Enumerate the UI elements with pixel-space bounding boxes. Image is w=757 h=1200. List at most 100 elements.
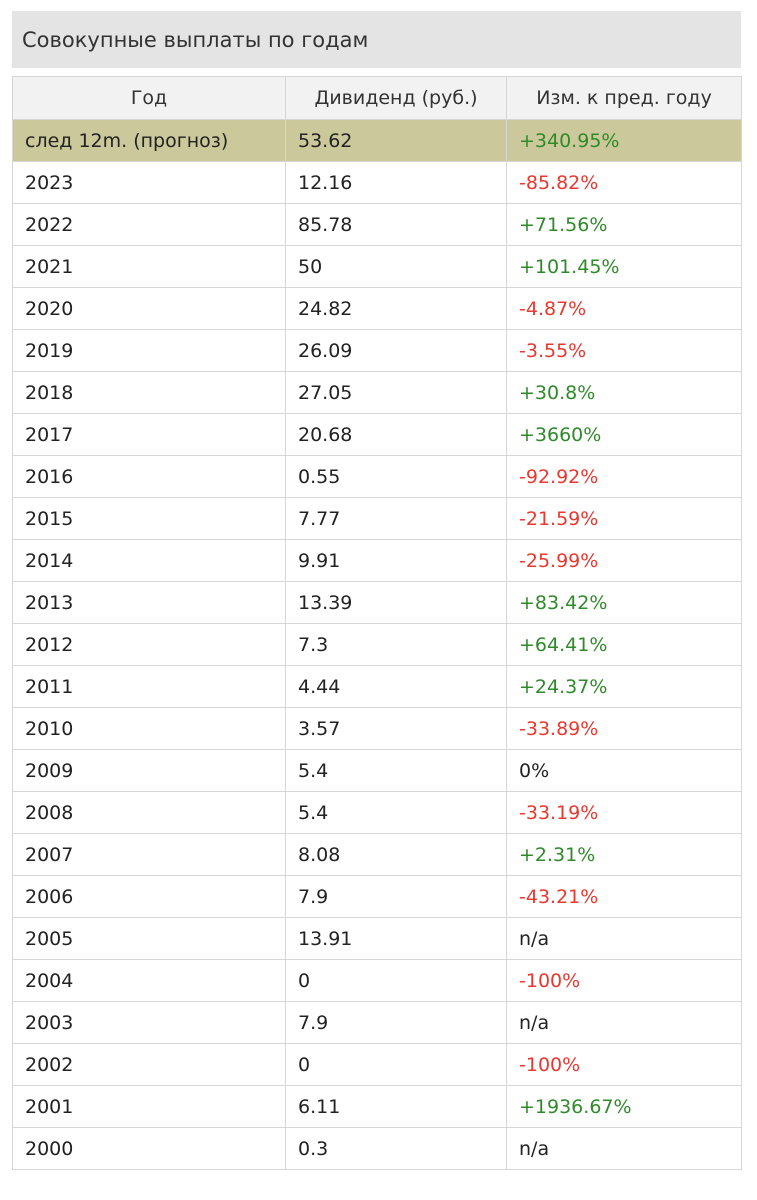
cell-dividend: 7.9 [285, 1001, 507, 1044]
table-row: 2021 50 +101.45% [12, 245, 742, 288]
cell-year: 2007 [12, 833, 286, 876]
cell-change: +1936.67% [506, 1085, 742, 1128]
table-row: 2004 0 -100% [12, 959, 742, 1002]
cell-change: -33.89% [506, 707, 742, 750]
table-row: 2018 27.05 +30.8% [12, 371, 742, 414]
table-row: 2002 0 -100% [12, 1043, 742, 1086]
cell-dividend: 12.16 [285, 161, 507, 204]
cell-dividend: 0 [285, 1043, 507, 1086]
table-row: 2017 20.68 +3660% [12, 413, 742, 456]
cell-dividend: 8.08 [285, 833, 507, 876]
cell-dividend: 0.55 [285, 455, 507, 498]
header-dividend: Дивиденд (руб.) [285, 76, 507, 120]
table-row: 2000 0.3 n/a [12, 1127, 742, 1170]
cell-dividend: 7.3 [285, 623, 507, 666]
cell-change: +83.42% [506, 581, 742, 624]
cell-year: 2000 [12, 1127, 286, 1170]
cell-year: 2011 [12, 665, 286, 708]
cell-year: 2006 [12, 875, 286, 918]
cell-change: -92.92% [506, 455, 742, 498]
table-row: 2013 13.39 +83.42% [12, 581, 742, 624]
cell-year: 2009 [12, 749, 286, 792]
cell-change: -4.87% [506, 287, 742, 330]
cell-dividend: 6.11 [285, 1085, 507, 1128]
cell-dividend: 7.9 [285, 875, 507, 918]
cell-change: -85.82% [506, 161, 742, 204]
table-header: Год Дивиденд (руб.) Изм. к пред. году [12, 76, 742, 120]
cell-change: -43.21% [506, 875, 742, 918]
table-row: 2022 85.78 +71.56% [12, 203, 742, 246]
table-row: 2005 13.91 n/a [12, 917, 742, 960]
table-row: 2020 24.82 -4.87% [12, 287, 742, 330]
cell-year: 2001 [12, 1085, 286, 1128]
table-row: 2023 12.16 -85.82% [12, 161, 742, 204]
cell-dividend: 5.4 [285, 749, 507, 792]
cell-year: 2012 [12, 623, 286, 666]
table-row: 2015 7.77 -21.59% [12, 497, 742, 540]
cell-year: 2023 [12, 161, 286, 204]
cell-change: -21.59% [506, 497, 742, 540]
cell-dividend: 24.82 [285, 287, 507, 330]
table-row: 2008 5.4 -33.19% [12, 791, 742, 834]
header-year: Год [12, 76, 286, 120]
cell-year: 2013 [12, 581, 286, 624]
cell-dividend: 27.05 [285, 371, 507, 414]
cell-year: 2018 [12, 371, 286, 414]
cell-dividend: 9.91 [285, 539, 507, 582]
table-row: 2010 3.57 -33.89% [12, 707, 742, 750]
table-row: 2011 4.44 +24.37% [12, 665, 742, 708]
header-change: Изм. к пред. году [506, 76, 742, 120]
header-row: Год Дивиденд (руб.) Изм. к пред. году [12, 76, 742, 120]
cell-change: +2.31% [506, 833, 742, 876]
cell-change: n/a [506, 917, 742, 960]
table-row: 2006 7.9 -43.21% [12, 875, 742, 918]
cell-change: -25.99% [506, 539, 742, 582]
cell-year: 2002 [12, 1043, 286, 1086]
cell-dividend: 85.78 [285, 203, 507, 246]
dividends-table: Год Дивиденд (руб.) Изм. к пред. году сл… [12, 76, 742, 1170]
section-title-text: Совокупные выплаты по годам [22, 27, 369, 52]
cell-change: n/a [506, 1127, 742, 1170]
cell-change: +3660% [506, 413, 742, 456]
table-row: 2016 0.55 -92.92% [12, 455, 742, 498]
cell-dividend: 4.44 [285, 665, 507, 708]
cell-change: +64.41% [506, 623, 742, 666]
cell-dividend: 26.09 [285, 329, 507, 372]
cell-year: 2021 [12, 245, 286, 288]
section-title: Совокупные выплаты по годам [12, 11, 741, 68]
cell-year: 2004 [12, 959, 286, 1002]
cell-year: 2016 [12, 455, 286, 498]
cell-year: 2020 [12, 287, 286, 330]
table-row: след 12m. (прогноз) 53.62 +340.95% [12, 119, 742, 162]
cell-change: -100% [506, 959, 742, 1002]
table-row: 2014 9.91 -25.99% [12, 539, 742, 582]
table-row: 2001 6.11 +1936.67% [12, 1085, 742, 1128]
table-body: след 12m. (прогноз) 53.62 +340.95% 2023 12.1… [12, 119, 742, 1170]
cell-dividend: 7.77 [285, 497, 507, 540]
cell-change: -100% [506, 1043, 742, 1086]
cell-dividend: 50 [285, 245, 507, 288]
cell-year: 2008 [12, 791, 286, 834]
cell-year: 2017 [12, 413, 286, 456]
cell-year: 2019 [12, 329, 286, 372]
cell-change: +30.8% [506, 371, 742, 414]
table-row: 2007 8.08 +2.31% [12, 833, 742, 876]
cell-change: +101.45% [506, 245, 742, 288]
cell-dividend: 13.91 [285, 917, 507, 960]
cell-year: 2022 [12, 203, 286, 246]
cell-year: 2014 [12, 539, 286, 582]
cell-change: +71.56% [506, 203, 742, 246]
dividends-panel: Совокупные выплаты по годам Год Дивиденд… [12, 11, 742, 1170]
cell-dividend: 3.57 [285, 707, 507, 750]
cell-change: -3.55% [506, 329, 742, 372]
cell-year: след 12m. (прогноз) [12, 119, 286, 162]
cell-dividend: 0 [285, 959, 507, 1002]
cell-dividend: 0.3 [285, 1127, 507, 1170]
cell-change: n/a [506, 1001, 742, 1044]
cell-dividend: 53.62 [285, 119, 507, 162]
table-row: 2009 5.4 0% [12, 749, 742, 792]
cell-year: 2003 [12, 1001, 286, 1044]
cell-change: +340.95% [506, 119, 742, 162]
table-row: 2019 26.09 -3.55% [12, 329, 742, 372]
cell-change: +24.37% [506, 665, 742, 708]
